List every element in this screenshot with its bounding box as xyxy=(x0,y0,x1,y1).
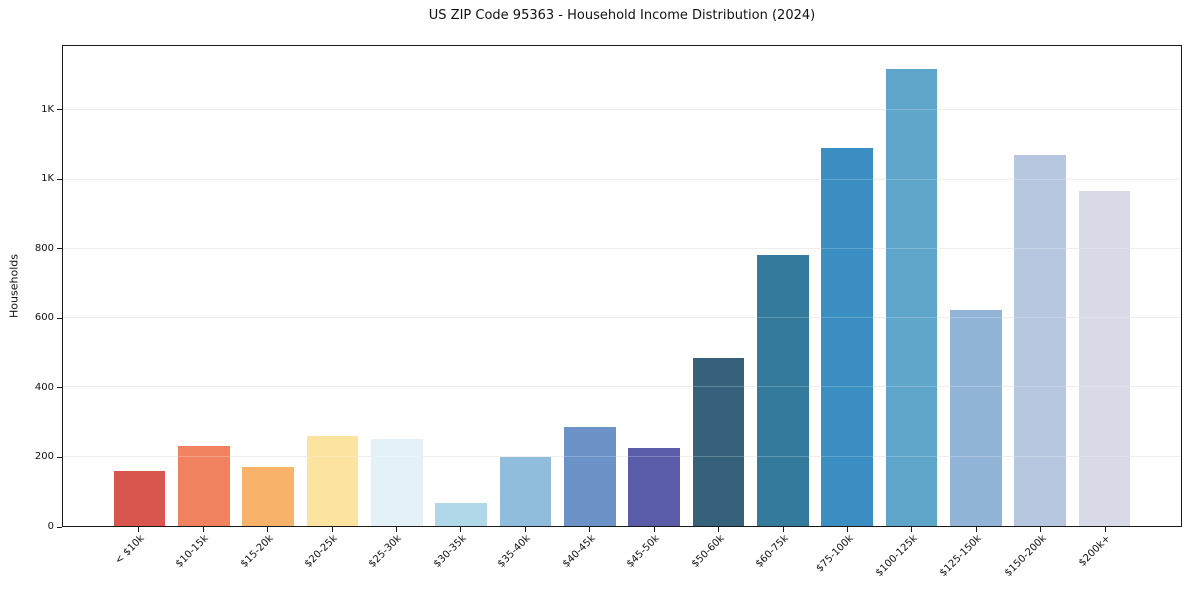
y-tick xyxy=(57,317,62,319)
gridline-overlay xyxy=(63,386,1181,388)
gridline xyxy=(63,455,1181,457)
x-tick xyxy=(782,527,784,532)
bar--200k- xyxy=(1078,190,1131,526)
bar--30-35k xyxy=(435,503,487,526)
y-tick-label: 600 xyxy=(34,312,54,324)
y-tick xyxy=(57,178,62,180)
x-tick-label: $100-125k xyxy=(873,533,920,579)
y-tick-label: 400 xyxy=(34,381,54,393)
plot-area xyxy=(62,45,1182,527)
y-tick-label: 1K xyxy=(41,173,54,185)
y-tick xyxy=(57,526,62,528)
bar--50-60k xyxy=(692,358,745,526)
bar--45-50k xyxy=(628,448,680,526)
bar--15-20k xyxy=(242,467,294,526)
gridline-overlay xyxy=(63,178,1181,180)
x-tick xyxy=(460,527,462,532)
bar--40-45k xyxy=(564,426,616,526)
x-tick xyxy=(331,527,333,532)
gridline xyxy=(63,247,1181,249)
x-tick xyxy=(202,527,204,532)
x-tick xyxy=(718,527,720,532)
bar--25-30k xyxy=(371,439,423,526)
x-tick-label: $10-15k xyxy=(173,533,211,570)
gridline xyxy=(63,109,1181,111)
x-tick-label: < $10k xyxy=(112,533,147,567)
gridline xyxy=(63,178,1181,180)
x-tick xyxy=(975,527,977,532)
y-tick-label: 0 xyxy=(47,521,54,532)
y-axis-label: Households xyxy=(7,254,21,318)
y-tick xyxy=(57,387,62,389)
x-tick-label: $35-40k xyxy=(496,533,534,570)
x-tick xyxy=(524,527,526,532)
bar--75-100k xyxy=(821,147,873,526)
x-tick xyxy=(138,527,140,532)
bar--35-40k xyxy=(499,457,552,526)
x-tick-label: $200k+ xyxy=(1077,533,1114,569)
gridline xyxy=(63,386,1181,388)
y-tick xyxy=(57,456,62,458)
bar--60-75k xyxy=(757,254,809,526)
y-tick xyxy=(57,109,62,111)
x-tick xyxy=(847,527,849,532)
x-tick xyxy=(653,527,655,532)
gridline xyxy=(63,317,1181,319)
bar--150-200k xyxy=(1014,155,1066,526)
x-tick-label: $45-50k xyxy=(625,533,662,570)
gridline-overlay xyxy=(63,247,1181,249)
y-tick-label: 200 xyxy=(34,451,54,463)
x-tick-label: $25-30k xyxy=(367,533,405,570)
gridline-overlay xyxy=(63,109,1181,111)
y-tick-label: 800 xyxy=(34,242,54,254)
x-tick xyxy=(589,527,591,532)
x-tick xyxy=(1104,527,1106,532)
x-tick xyxy=(1040,527,1042,532)
x-tick xyxy=(267,527,269,532)
gridline-overlay xyxy=(63,455,1181,457)
bar--100-125k xyxy=(885,68,938,526)
y-tick xyxy=(57,248,62,250)
chart-title: US ZIP Code 95363 - Household Income Dis… xyxy=(428,8,816,23)
bar--20-25k xyxy=(306,435,359,526)
bar--125-150k xyxy=(950,309,1002,526)
bar--10k xyxy=(113,471,166,526)
x-tick-label: $20-25k xyxy=(302,533,340,570)
y-tick-label: 1K xyxy=(41,103,54,115)
gridline-overlay xyxy=(63,317,1181,319)
x-tick-label: $125-150k xyxy=(938,533,985,579)
x-tick-label: $60-75k xyxy=(753,533,791,570)
bar--10-15k xyxy=(178,445,230,526)
x-tick xyxy=(911,527,913,532)
x-tick xyxy=(395,527,397,532)
